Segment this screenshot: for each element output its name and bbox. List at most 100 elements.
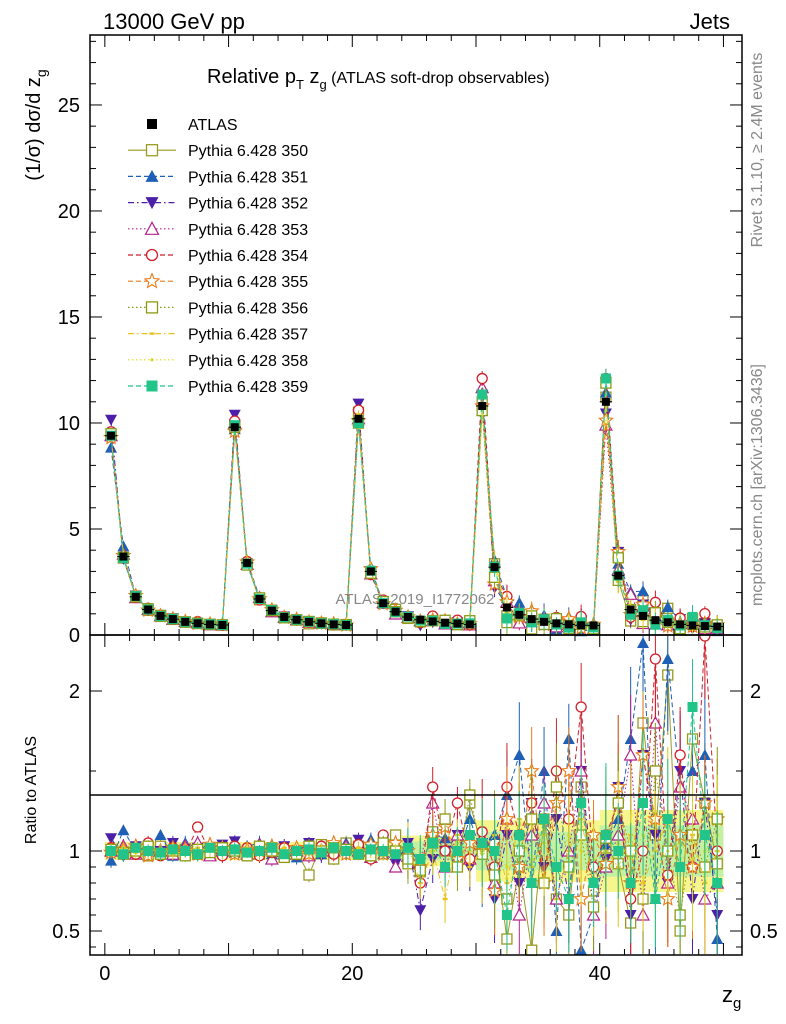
ratio-point-359: [390, 849, 401, 860]
ratio-point-359: [514, 830, 525, 840]
legend-marker-352: [145, 197, 159, 210]
ratio-point-359: [588, 878, 599, 888]
ratio-point-350: [303, 869, 315, 881]
ratio-point-359: [167, 844, 178, 855]
legend-label-354: Pythia 6.428 354: [188, 248, 308, 265]
ratio-point-358: [579, 849, 583, 853]
y-axis-label-top: (1/σ) dσ/d zg: [23, 69, 49, 180]
rivet-label: Rivet 3.1.10, ≥ 2.4M events: [749, 53, 766, 248]
ratio-tick-label-right: 2: [750, 681, 761, 703]
ratio-point-359: [180, 846, 191, 856]
y-tick-label: 20: [58, 201, 80, 223]
legend-entry-353: Pythia 6.428 353: [128, 221, 308, 239]
ratio-point-358: [690, 857, 695, 861]
legend-label-ATLAS: ATLAS: [188, 117, 238, 134]
title-sub-g: g: [319, 77, 326, 92]
ratio-point-356: [550, 781, 563, 793]
legend-entry-357: Pythia 6.428 357: [128, 327, 308, 344]
main-point-352: [105, 414, 118, 426]
ratio-point-357: [442, 897, 448, 901]
atlas-point: [366, 567, 375, 576]
legend-entry-354: Pythia 6.428 354: [128, 248, 308, 265]
ratio-line-355: [110, 754, 718, 900]
ratio-point-359: [576, 798, 587, 808]
ratio-point-350: [526, 944, 538, 956]
x-axis-label-sub: g: [733, 995, 741, 1012]
header-right: Jets: [690, 9, 730, 34]
title-main: Relative p: [207, 66, 296, 88]
main-point-359: [477, 389, 488, 400]
ratio-point-352: [414, 905, 427, 917]
ratio-point-359: [712, 878, 723, 888]
atlas-point: [144, 605, 153, 614]
atlas-point: [527, 615, 536, 624]
atlas-point: [577, 621, 586, 630]
ratio-point-359: [130, 842, 141, 853]
ratio-point-359: [279, 849, 290, 860]
main-point-351: [637, 585, 650, 597]
main-point-351: [513, 596, 526, 608]
ratio-point-351: [661, 653, 674, 664]
ratio-point-359: [353, 849, 364, 860]
legend: ATLAS Pythia 6.428 350 Pythia 6.428 351 Pyt…: [128, 117, 308, 396]
atlas-point: [181, 617, 190, 626]
ratio-series-359: [106, 659, 723, 954]
ratio-point-354: [649, 653, 662, 665]
ratio-point-351: [698, 749, 711, 760]
ratio-point-354: [674, 749, 686, 761]
atlas-point: [379, 599, 388, 608]
ratio-point-359: [303, 844, 314, 855]
ratio-point-359: [526, 878, 537, 888]
ratio-point-359: [118, 849, 129, 860]
ratio-point-359: [551, 862, 562, 872]
legend-marker-351: [145, 169, 159, 182]
atlas-point: [441, 618, 450, 627]
ratio-tick-label-left: 2: [69, 681, 80, 703]
main-point-352: [228, 409, 241, 421]
ratio-point-359: [341, 846, 352, 856]
ratio-point-353: [623, 747, 638, 761]
atlas-point: [131, 592, 140, 601]
main-point-359: [638, 605, 649, 616]
atlas-point: [119, 552, 128, 561]
ratio-point-359: [365, 844, 376, 855]
atlas-point: [713, 622, 722, 631]
header-left: 13000 GeV pp: [103, 9, 245, 34]
ratio-point-359: [638, 798, 649, 808]
ratio-point-359: [143, 846, 154, 856]
legend-marker-359: [146, 380, 158, 392]
main-point-359: [353, 418, 364, 429]
atlas-point: [478, 402, 487, 411]
ratio-point-359: [291, 846, 302, 856]
atlas-point: [700, 622, 709, 631]
ratio-point-351: [117, 824, 130, 836]
legend-marker-356: [145, 301, 159, 314]
ratio-point-356: [439, 813, 451, 825]
ratio-point-359: [489, 846, 500, 856]
atlas-point: [502, 603, 511, 612]
ratio-point-359: [316, 847, 327, 858]
ratio-point-359: [402, 842, 413, 853]
legend-entry-352: Pythia 6.428 352: [128, 196, 308, 213]
mcplots-label: mcplots.cern.ch [arXiv:1306.3436]: [749, 364, 766, 606]
ratio-point-359: [539, 814, 550, 824]
legend-entry-358: Pythia 6.428 358: [128, 353, 308, 370]
ratio-tick-label-right: 1: [750, 841, 761, 863]
legend-entry-350: Pythia 6.428 350: [128, 143, 308, 160]
legend-label-357: Pythia 6.428 357: [188, 327, 308, 344]
main-point-351: [661, 601, 674, 613]
y-tick-label: 15: [58, 307, 80, 329]
atlas-point: [663, 618, 672, 627]
ratio-point-359: [106, 846, 117, 856]
ratio-line-358: [111, 833, 718, 869]
ratio-point-358: [505, 865, 509, 869]
legend-entry-ATLAS: ATLAS: [147, 117, 238, 134]
legend-marker-ATLAS: [147, 119, 157, 129]
atlas-point: [156, 611, 165, 620]
main-point-355: [597, 411, 614, 428]
legend-label-352: Pythia 6.428 352: [188, 196, 308, 213]
ratio-point-359: [600, 830, 611, 840]
ratio-point-351: [463, 813, 476, 824]
ratio-tick-label-right: 0.5: [750, 921, 778, 943]
